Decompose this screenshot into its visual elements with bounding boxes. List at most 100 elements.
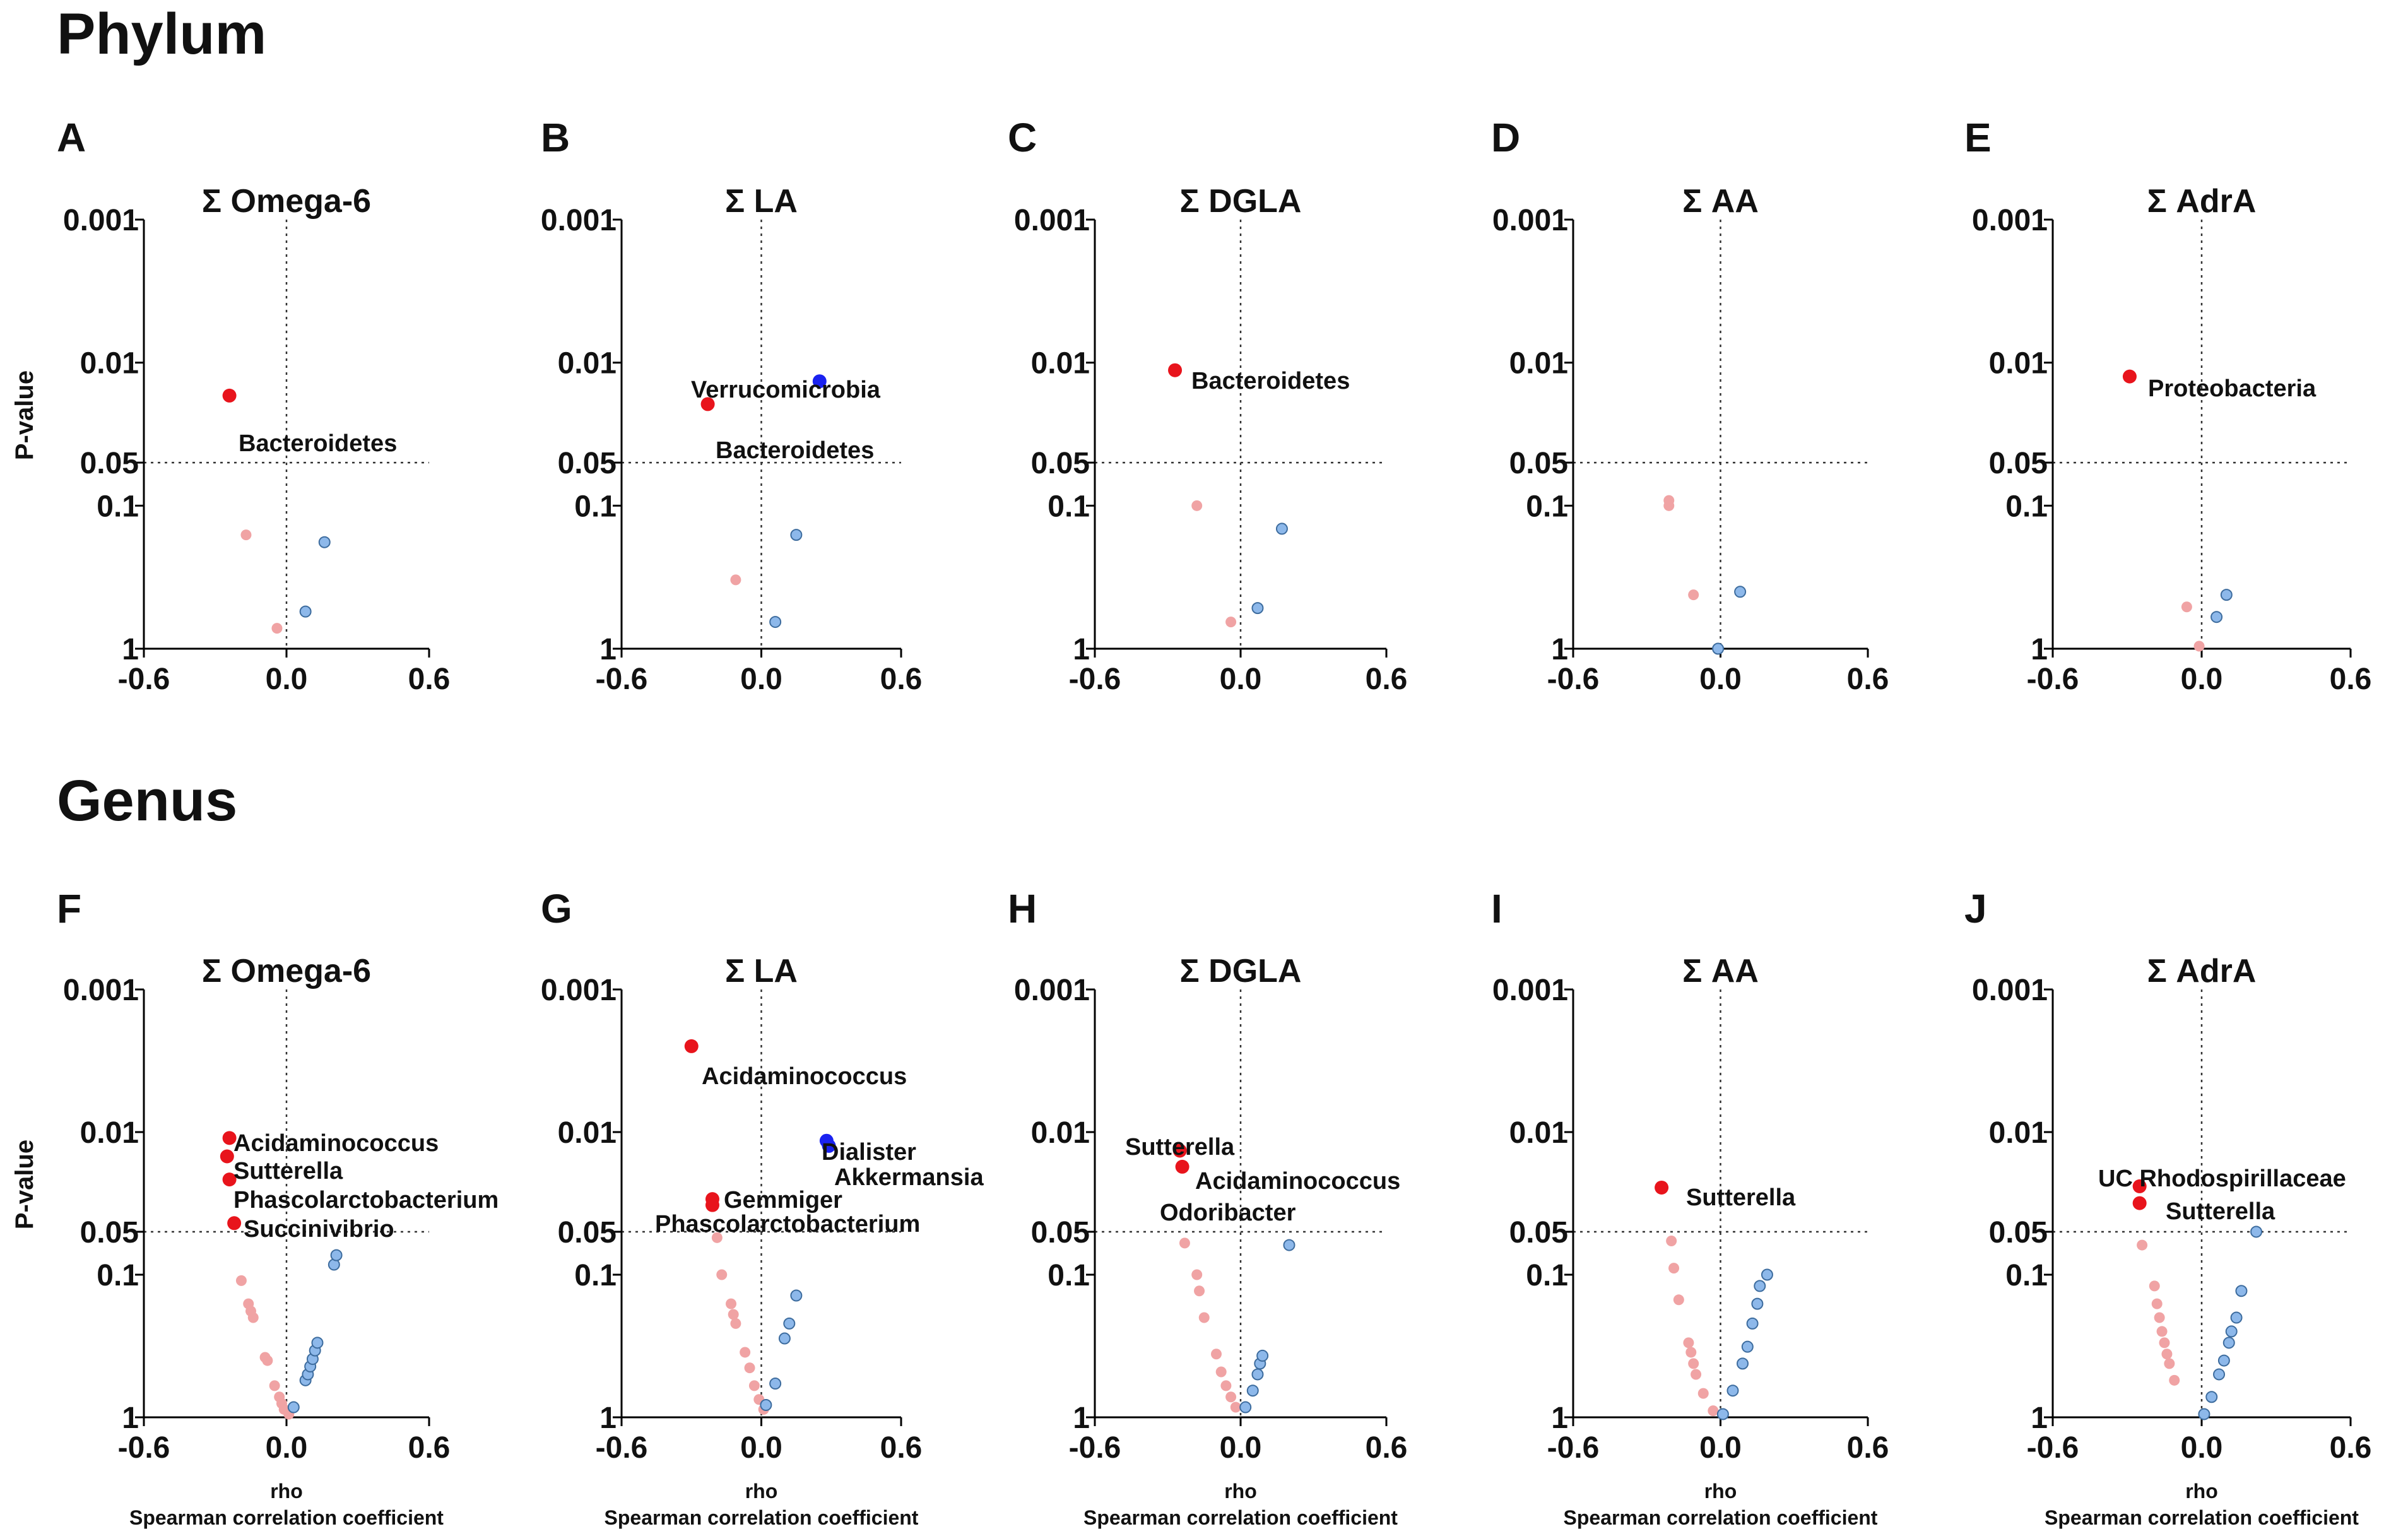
data-point	[812, 374, 827, 389]
y-tick-label: 1	[122, 633, 139, 666]
data-point	[684, 1039, 699, 1053]
data-point	[222, 1172, 237, 1187]
panel-title: Σ Omega-6	[202, 953, 371, 989]
data-point	[1691, 1369, 1702, 1380]
panel-title: Σ LA	[725, 183, 798, 220]
x-tick-label: 0.0	[1220, 1431, 1262, 1465]
data-point	[235, 1275, 247, 1286]
point-label: Sutterella	[2166, 1198, 2275, 1225]
y-axis-label: P-value	[11, 1140, 38, 1229]
y-tick-label: 0.1	[97, 1259, 139, 1292]
x-tick-label: -0.6	[1069, 663, 1121, 696]
y-tick-label: 0.1	[574, 1259, 617, 1292]
y-tick-label: 0.05	[1031, 1216, 1090, 1249]
panel-title: Σ DGLA	[1180, 183, 1302, 220]
data-point	[1275, 522, 1288, 535]
x-tick-label: -0.6	[1547, 1431, 1600, 1465]
y-tick-label: 0.05	[1031, 447, 1090, 480]
x-tick-label: -0.6	[596, 663, 648, 696]
y-tick-label: 0.05	[80, 447, 139, 480]
x-axis-label: rho	[2185, 1480, 2218, 1502]
x-axis-label: rho	[270, 1480, 303, 1502]
data-point	[1191, 1269, 1203, 1280]
y-tick-label: 0.05	[1509, 447, 1568, 480]
data-point	[822, 1138, 836, 1153]
point-label: Verrucomicrobia	[691, 377, 881, 403]
data-point	[222, 1131, 237, 1145]
data-point	[262, 1355, 273, 1366]
point-label: UC Rhodospirillaceae	[2098, 1166, 2346, 1192]
y-tick-label: 1	[1073, 1402, 1090, 1435]
data-point	[1663, 500, 1675, 511]
data-point	[1256, 1349, 1269, 1362]
data-point	[1225, 1391, 1237, 1403]
panel-e: E Σ AdrA 0.001 0.01 0.05 0.1 1-0.6 0.0 0.6 Proteo…	[1964, 115, 2371, 696]
y-tick-label: 0.1	[2005, 1259, 2048, 1292]
data-point	[318, 536, 331, 548]
data-point	[769, 1378, 782, 1390]
data-point	[2132, 1179, 2147, 1193]
point-label: Bacteroidetes	[239, 430, 397, 457]
data-point	[783, 1317, 796, 1330]
data-point	[760, 1399, 772, 1412]
y-tick-label: 0.001	[1492, 974, 1568, 1007]
y-tick-label: 0.05	[1989, 447, 2048, 480]
panel-title: Σ AA	[1682, 183, 1759, 220]
y-tick-label: 0.1	[1526, 1259, 1568, 1292]
point-label: Phascolarctobacterium	[655, 1211, 920, 1237]
y-tick-label: 1	[1551, 633, 1568, 666]
panel-title: Σ AdrA	[2147, 183, 2257, 220]
point-label: Bacteroidetes	[1191, 368, 1350, 394]
y-tick-label: 1	[1551, 1402, 1568, 1435]
panel-letter: F	[57, 886, 81, 931]
x-tick-label: 0.6	[2330, 663, 2372, 696]
point-label: Sutterella	[1686, 1184, 1796, 1211]
data-point	[769, 616, 782, 629]
data-point	[740, 1347, 751, 1358]
data-point	[2151, 1298, 2163, 1309]
data-point	[728, 1309, 739, 1320]
data-point	[2164, 1358, 2175, 1369]
y-tick-label: 0.1	[1048, 490, 1090, 523]
data-point	[1683, 1337, 1694, 1349]
data-point	[2161, 1349, 2173, 1360]
data-point	[790, 1289, 803, 1302]
y-tick-label: 0.1	[97, 490, 139, 523]
data-point	[778, 1332, 791, 1345]
y-tick-label: 0.01	[1989, 1116, 2048, 1150]
data-point	[1179, 1237, 1190, 1249]
data-point	[1708, 1405, 1719, 1417]
point-label: Odoribacter	[1160, 1200, 1296, 1226]
y-tick-label: 1	[599, 633, 617, 666]
x-tick-label: 0.0	[740, 1431, 782, 1465]
data-point	[2225, 1325, 2238, 1338]
y-tick-label: 0.001	[63, 974, 139, 1007]
y-tick-label: 0.001	[63, 204, 139, 237]
panel-i: I Σ AA 0.001 0.01 0.05 0.1 1-0.6 0.0 0.6 rho Spear…	[1491, 886, 1889, 1529]
y-tick-label: 0.05	[80, 1216, 139, 1249]
data-point	[1172, 1143, 1187, 1158]
y-tick-label: 0.1	[1526, 490, 1568, 523]
data-point	[726, 1298, 737, 1309]
data-point	[1251, 1368, 1264, 1381]
point-label: Bacteroidetes	[716, 437, 874, 464]
y-tick-label: 0.01	[558, 1116, 617, 1150]
panel-letter: B	[541, 115, 570, 160]
panel-title: Σ AA	[1682, 953, 1759, 989]
data-point	[2181, 601, 2192, 613]
x-tick-label: -0.6	[2027, 663, 2079, 696]
y-tick-label: 1	[599, 1402, 617, 1435]
data-point	[1688, 1358, 1699, 1369]
x-tick-label: -0.6	[1069, 1431, 1121, 1465]
data-point	[700, 397, 715, 411]
data-point	[1668, 1263, 1680, 1274]
panel-letter: C	[1008, 115, 1037, 160]
data-point	[2132, 1196, 2147, 1210]
data-point	[269, 1380, 280, 1391]
data-point	[1175, 1159, 1189, 1174]
data-point	[1712, 642, 1725, 655]
data-point	[1685, 1347, 1697, 1358]
data-point	[1191, 500, 1203, 511]
point-label: Gemmiger	[724, 1187, 842, 1213]
data-point	[1697, 1388, 1709, 1399]
